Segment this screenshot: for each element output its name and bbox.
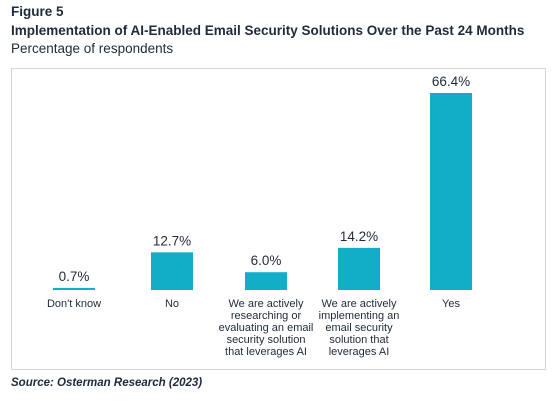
source-note: Source: Osterman Research (2023)	[11, 377, 203, 389]
data-label-2: 12.7%	[153, 233, 191, 248]
bar-3	[245, 272, 287, 290]
chart-subtitle: Percentage of respondents	[11, 41, 174, 56]
bar-5	[430, 93, 472, 290]
data-label-1: 0.7%	[59, 269, 90, 284]
category-label-3: We are actively researching or evaluating …	[219, 298, 314, 358]
category-label-2: No	[165, 298, 179, 310]
data-label-4: 14.2%	[340, 229, 378, 244]
bar-2	[151, 252, 193, 290]
bar-4	[338, 247, 380, 290]
chart-frame	[11, 68, 546, 370]
bar-1	[53, 287, 95, 290]
figure-label: Figure 5	[11, 4, 64, 19]
chart-title: Implementation of AI-Enabled Email Secur…	[11, 23, 525, 38]
data-label-5: 66.4%	[432, 74, 470, 89]
data-label-3: 6.0%	[251, 253, 282, 268]
category-label-5: Yes	[442, 298, 460, 310]
category-label-4: We are actively implementing an email secu…	[319, 298, 400, 358]
category-label-1: Don't know	[47, 298, 101, 310]
